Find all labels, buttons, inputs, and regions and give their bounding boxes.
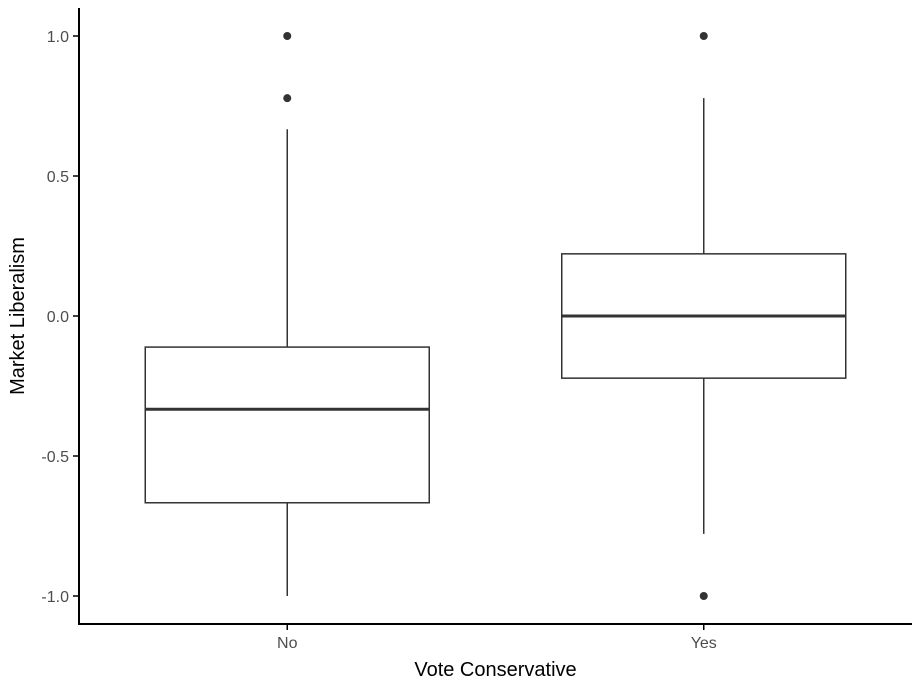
- outlier-point: [283, 32, 292, 40]
- plot-area: [144, 32, 847, 600]
- x-tick-label: Yes: [691, 635, 717, 652]
- y-tick-label: -1.0: [41, 589, 69, 606]
- y-tick-label: 0.0: [47, 309, 69, 326]
- y-axis-title: Market Liberalism: [7, 237, 29, 395]
- outlier-point: [283, 94, 292, 103]
- box-yes: [561, 32, 847, 600]
- box-no: [144, 32, 430, 596]
- y-axis-ticks: 1.0 0.5 0.0 -0.5 -1.0: [41, 29, 79, 606]
- y-tick-label: -0.5: [41, 449, 69, 466]
- x-tick-label: No: [277, 635, 298, 652]
- x-axis-title: Vote Conservative: [414, 659, 576, 681]
- outlier-point: [699, 592, 708, 600]
- y-tick-label: 0.5: [47, 169, 69, 186]
- outlier-point: [699, 32, 708, 40]
- x-axis-ticks: No Yes: [277, 624, 717, 652]
- y-tick-label: 1.0: [47, 29, 69, 46]
- iqr-box: [144, 346, 430, 504]
